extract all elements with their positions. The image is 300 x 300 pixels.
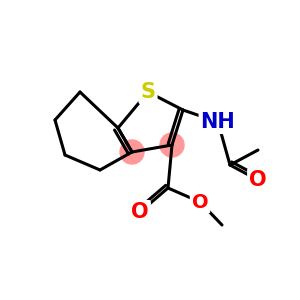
- Text: O: O: [192, 193, 208, 211]
- Text: O: O: [249, 170, 267, 190]
- Text: S: S: [140, 82, 155, 102]
- Text: O: O: [192, 193, 208, 211]
- Text: O: O: [131, 202, 149, 222]
- Text: O: O: [131, 202, 149, 222]
- Text: S: S: [140, 82, 155, 102]
- Text: NH: NH: [201, 112, 236, 132]
- Circle shape: [120, 140, 144, 164]
- Circle shape: [160, 133, 184, 157]
- Text: O: O: [249, 170, 267, 190]
- Text: NH: NH: [201, 112, 236, 132]
